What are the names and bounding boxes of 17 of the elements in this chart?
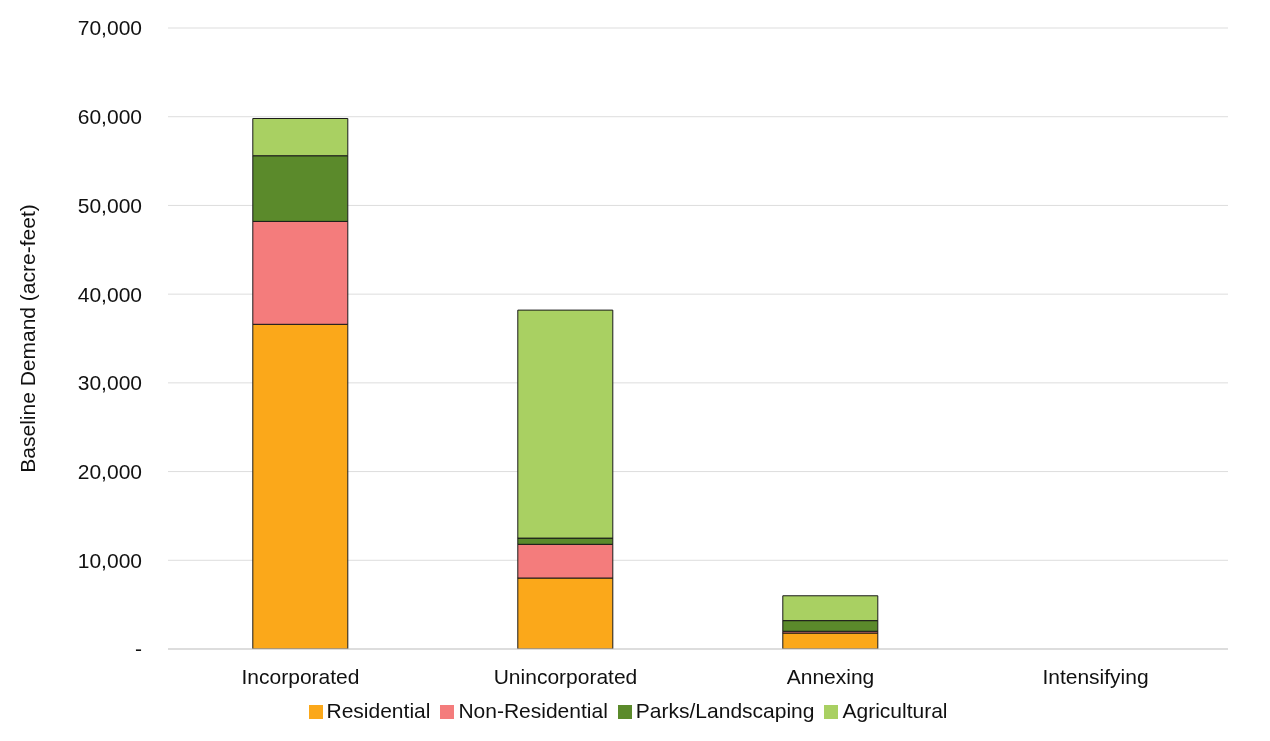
x-tick-label: Annexing <box>786 664 875 688</box>
legend-label: Residential <box>326 699 431 722</box>
y-tick-label: - <box>135 637 142 661</box>
y-tick-label: 50,000 <box>77 193 142 217</box>
legend-label: Parks/Landscaping <box>635 699 815 722</box>
x-tick-label: Incorporated <box>241 664 360 688</box>
y-tick-label: 70,000 <box>77 16 142 40</box>
legend-label: Non-Residential <box>458 699 608 722</box>
y-tick-label: 40,000 <box>77 282 142 306</box>
x-tick-label: Unincorporated <box>493 664 638 688</box>
y-tick-label: 60,000 <box>77 105 142 129</box>
y-tick-label: 10,000 <box>77 548 142 572</box>
y-tick-label: 30,000 <box>77 371 142 395</box>
x-tick-label: Intensifying <box>1042 664 1149 688</box>
y-axis-title: Baseline Demand (acre-feet) <box>16 204 40 473</box>
y-tick-label: 20,000 <box>77 460 142 484</box>
legend-label: Agricultural <box>842 699 948 722</box>
